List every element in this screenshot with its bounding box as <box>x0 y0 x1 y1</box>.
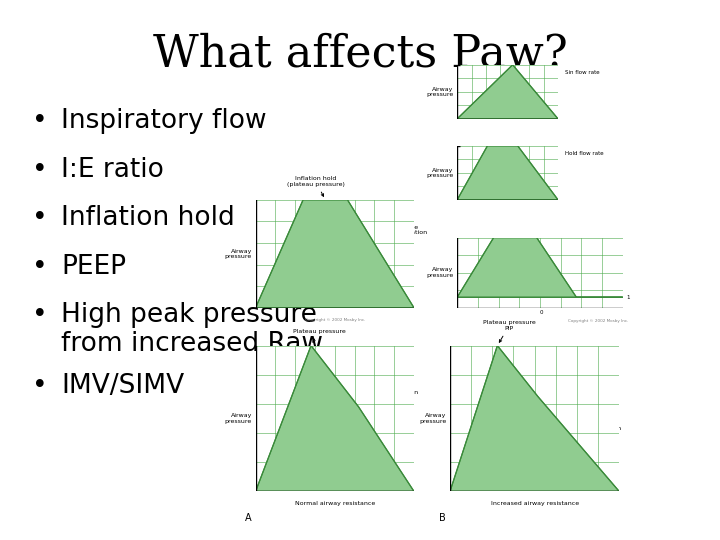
Text: Copyright © 2002 Mosby Inc.: Copyright © 2002 Mosby Inc. <box>568 319 628 322</box>
Text: Increased airway resistance: Increased airway resistance <box>490 501 579 506</box>
Text: High peak pressure
from increased Raw: High peak pressure from increased Raw <box>61 302 323 357</box>
Text: Inflation hold
(plateau pressure): Inflation hold (plateau pressure) <box>287 176 345 197</box>
Text: Airway
pressure: Airway pressure <box>225 248 252 259</box>
Text: What affects Paw?: What affects Paw? <box>153 32 567 76</box>
Text: PEEP: PEEP <box>61 254 126 280</box>
Text: Sin flow rate: Sin flow rate <box>565 70 600 75</box>
Text: 0: 0 <box>540 310 544 315</box>
Text: Normal airway resistance: Normal airway resistance <box>294 501 375 506</box>
Text: Airway
pressure: Airway pressure <box>426 86 454 97</box>
Text: •: • <box>32 254 48 280</box>
Text: •: • <box>32 157 48 183</box>
Text: Plateau pressure
PIP: Plateau pressure PIP <box>483 320 536 342</box>
Text: A: A <box>245 513 252 523</box>
Text: Passive
exhalation: Passive exhalation <box>555 411 622 431</box>
Text: 1: 1 <box>626 295 630 300</box>
Text: Inflation hold: Inflation hold <box>61 205 235 231</box>
Text: Airway
pressure: Airway pressure <box>426 167 454 178</box>
Text: •: • <box>32 108 48 134</box>
Text: Airway
pressure: Airway pressure <box>225 413 252 424</box>
Text: PIP: PIP <box>286 350 308 373</box>
Text: Copyright © 2002 Mosby Inc.: Copyright © 2002 Mosby Inc. <box>305 318 365 321</box>
Text: Airway
pressure: Airway pressure <box>419 413 446 424</box>
Text: Airway
pressure: Airway pressure <box>426 267 454 278</box>
Text: •: • <box>32 302 48 328</box>
Text: IMV/SIMV: IMV/SIMV <box>61 373 184 399</box>
Text: Hold flow rate: Hold flow rate <box>565 151 604 156</box>
Text: •: • <box>32 205 48 231</box>
Text: B: B <box>439 513 446 523</box>
Text: •: • <box>32 373 48 399</box>
Text: Pₕₐ: Pₕₐ <box>505 372 513 377</box>
Text: Passive
exhalation: Passive exhalation <box>395 225 428 235</box>
Text: Plateau pressure: Plateau pressure <box>292 329 346 342</box>
Text: Passive
exhalation: Passive exhalation <box>362 384 418 406</box>
Text: I:E ratio: I:E ratio <box>61 157 164 183</box>
Text: Inspiratory flow: Inspiratory flow <box>61 108 267 134</box>
